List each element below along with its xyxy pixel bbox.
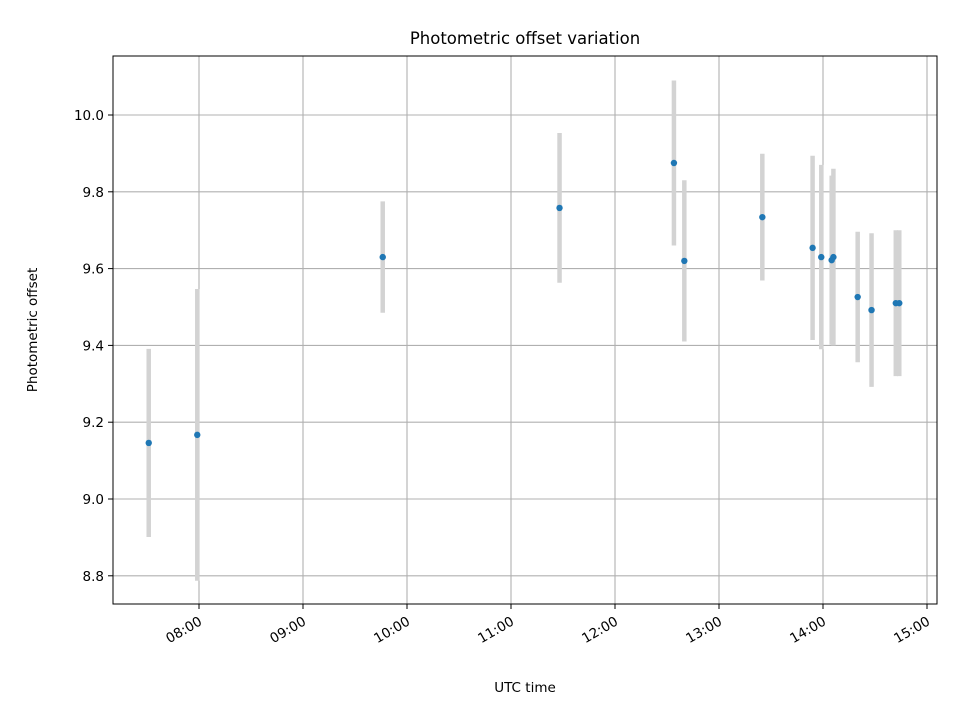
x-tick-label: 09:00 [267,614,309,647]
x-tick-label: 15:00 [891,614,933,647]
data-point [830,253,837,261]
plot-frame [112,55,938,605]
error-bars [146,80,902,581]
data-point [759,213,766,221]
y-tick-label: 8.8 [83,569,104,585]
data-point [145,439,152,447]
x-tick-label: 14:00 [787,614,829,647]
data-point [379,253,386,261]
x-tick-label: 12:00 [579,614,621,647]
data-point [809,244,816,252]
x-axis-label: UTC time [494,680,556,696]
data-point [194,431,201,439]
y-tick-label: 9.6 [83,262,104,278]
x-tick-label: 11:00 [475,614,517,647]
data-point [818,253,825,261]
y-axis-label: Photometric offset [25,268,41,392]
data-point [896,299,903,307]
grid [113,56,937,604]
data-point [854,293,861,301]
y-axis-ticks: 8.8 9.0 9.2 9.4 9.6 9.8 10.0 [74,108,113,585]
data-point [670,159,678,167]
x-tick-label: 10:00 [371,614,413,647]
x-tick-label: 13:00 [683,614,725,647]
x-tick-label: 08:00 [163,614,205,647]
data-point [868,306,875,314]
y-tick-label: 9.8 [83,185,104,201]
y-tick-label: 9.2 [83,415,104,431]
chart-title: Photometric offset variation [410,29,640,48]
data-points [145,159,903,447]
y-tick-label: 9.4 [83,338,104,354]
x-axis-ticks: 08:00 09:00 10:00 11:00 12:00 13:00 14:00 15:00 [163,604,933,647]
y-tick-label: 10.0 [74,108,104,124]
data-point [556,204,563,212]
y-tick-label: 9.0 [83,492,104,508]
data-point [681,257,688,265]
